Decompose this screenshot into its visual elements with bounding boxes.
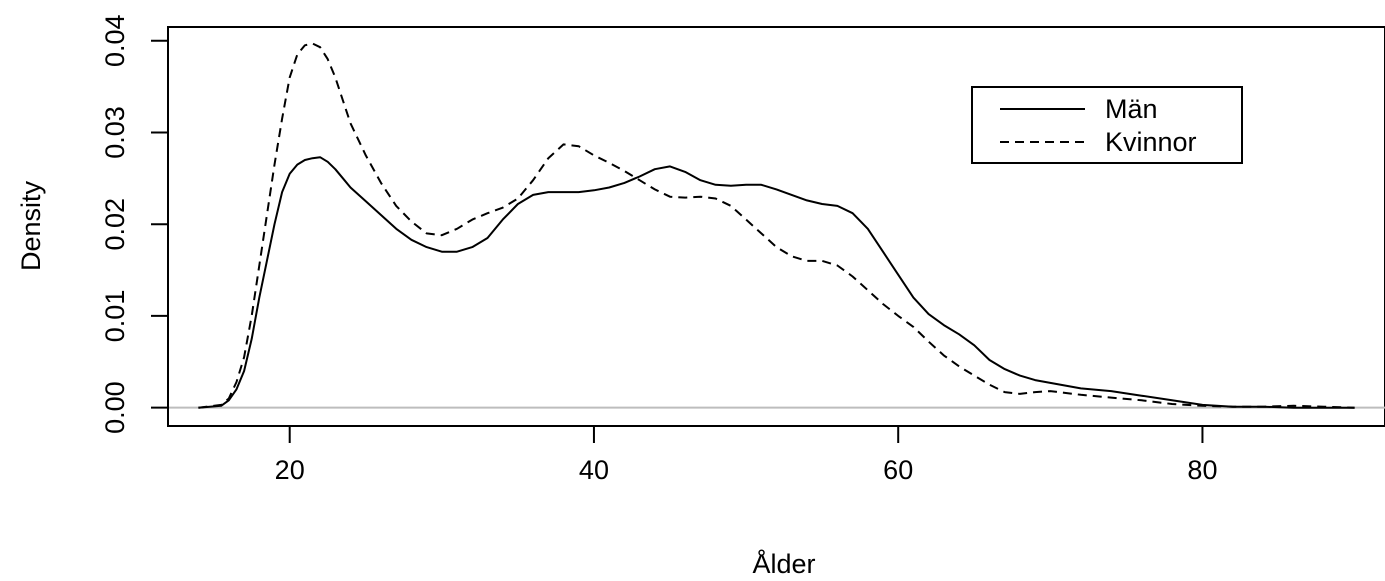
x-axis-title: Ålder	[752, 548, 815, 579]
y-tick-label: 0.03	[100, 106, 130, 159]
legend-label-kvinnor: Kvinnor	[1105, 127, 1197, 157]
y-axis: 0.00 0.01 0.02 0.03 0.04	[100, 14, 169, 434]
legend-box	[971, 86, 1243, 164]
x-tick-label: 80	[1187, 455, 1217, 485]
legend: Män Kvinnor	[971, 86, 1243, 164]
y-tick-label: 0.04	[100, 14, 130, 67]
legend-label-man: Män	[1105, 94, 1158, 124]
series-line-man	[198, 156, 1355, 409]
x-axis: 20 40 60 80	[275, 425, 1217, 485]
x-tick-label: 60	[883, 455, 913, 485]
x-tick-label: 40	[579, 455, 609, 485]
series-line-kvinnor	[198, 42, 1355, 409]
y-tick-label: 0.01	[100, 290, 130, 343]
y-axis-title: Density	[16, 180, 46, 271]
y-tick-label: 0.00	[100, 381, 130, 434]
x-tick-label: 20	[275, 455, 305, 485]
y-tick-label: 0.02	[100, 198, 130, 251]
series-lines	[198, 42, 1355, 409]
